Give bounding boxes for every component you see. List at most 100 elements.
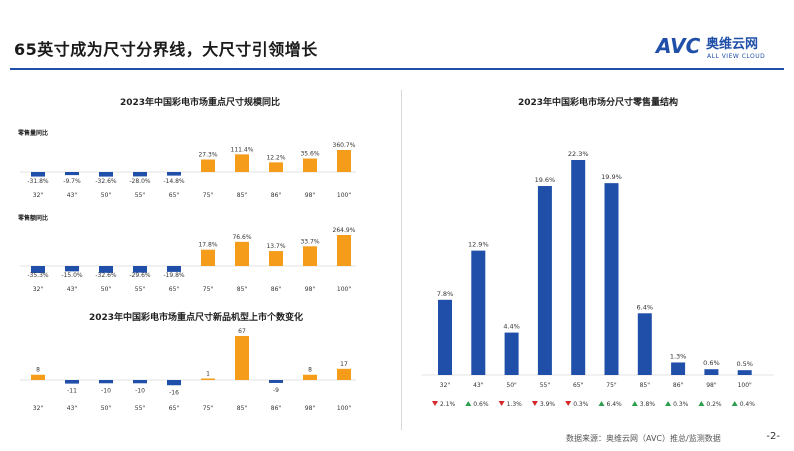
bar-value-label: 12.9%: [468, 241, 489, 249]
triangle-up-icon: [631, 401, 638, 406]
source-note: 数据来源：奥维云网（AVC）推总/监测数据: [566, 434, 721, 443]
structure-chart: 2023年中国彩电市场分尺寸零售量结构 7.8% 12.9% 4.4% 19.6% 22.…: [422, 96, 774, 408]
bar-value-label: 12.2%: [266, 154, 285, 161]
new-models-chart-title: 2023年中国彩电市场重点尺寸新品机型上市个数变化: [89, 311, 303, 323]
category-tick-label: 86": [271, 192, 282, 199]
change-label: 3.9%: [540, 401, 556, 408]
bar-value-label: 1: [206, 371, 210, 378]
change-label: 2.1%: [440, 401, 456, 408]
new-models-chart: 2023年中国彩电市场重点尺寸新品机型上市个数变化 8 -11 -10 -10 -16 1 6…: [20, 311, 356, 412]
bar-value-label: 8: [308, 367, 312, 374]
bar-value-label: -28.0%: [129, 178, 151, 185]
bar: [201, 159, 215, 172]
bar: [201, 378, 215, 380]
bar: [201, 249, 215, 266]
bar-value-label: 4.4%: [503, 323, 520, 331]
bar: [167, 266, 181, 272]
triangle-up-icon: [665, 401, 672, 406]
category-tick-label: 43": [67, 405, 78, 412]
bar-value-label: 0.6%: [703, 359, 720, 367]
change-label: 0.6%: [473, 401, 489, 408]
category-tick-label: 43": [473, 382, 484, 389]
bar: [133, 172, 147, 177]
bar-value-label: 67: [238, 328, 246, 335]
bar: [637, 313, 652, 375]
avc-logo-mark: AVC: [654, 34, 701, 58]
bar: [438, 299, 452, 375]
bar: [99, 266, 113, 273]
series-legend-label: 零售额同比: [17, 214, 48, 222]
bar-value-label: -10: [101, 387, 111, 394]
bar: [704, 369, 719, 375]
bar: [31, 172, 45, 177]
category-tick-label: 55": [540, 382, 551, 389]
triangle-up-icon: [598, 401, 605, 406]
category-tick-label: 75": [203, 405, 214, 412]
category-tick-label: 98": [305, 192, 316, 199]
triangle-up-icon: [731, 401, 738, 406]
bar-value-label: -32.6%: [95, 272, 117, 279]
bar: [133, 266, 147, 273]
bar-value-label: 6.4%: [637, 303, 654, 311]
bar-value-label: 1.3%: [670, 352, 687, 360]
bar: [337, 235, 351, 266]
bar-value-label: -11: [67, 388, 77, 395]
bar: [99, 380, 113, 384]
bar-value-label: 264.9%: [333, 227, 356, 234]
bar: [269, 380, 283, 383]
category-tick-label: 85": [237, 192, 248, 199]
bar-value-label: -29.6%: [129, 272, 151, 279]
triangle-up-icon: [465, 401, 472, 406]
category-tick-label: 50": [506, 382, 517, 389]
header-divider: [10, 68, 784, 70]
bar-value-label: 17.8%: [198, 242, 217, 249]
bar: [235, 241, 249, 266]
bar-value-label: -19.8%: [163, 272, 185, 279]
bar-value-label: -9.7%: [63, 178, 81, 185]
category-tick-label: 32": [33, 192, 44, 199]
bar-value-label: 33.7%: [300, 238, 319, 245]
bar: [65, 266, 79, 272]
category-tick-label: 98": [706, 382, 717, 389]
bar-value-label: -9: [273, 387, 279, 394]
bar: [737, 370, 752, 375]
bar-value-label: 13.7%: [266, 243, 285, 250]
bar-value-label: -31.8%: [27, 178, 49, 185]
category-tick-label: 32": [440, 382, 451, 389]
bar-value-label: -10: [135, 387, 145, 394]
bar: [31, 374, 45, 380]
logo-name: 奥维云网: [706, 36, 758, 52]
bar: [337, 150, 351, 172]
bar-value-label: 35.6%: [300, 151, 319, 158]
bar: [133, 380, 147, 384]
category-tick-label: 32": [33, 286, 44, 293]
bar: [99, 172, 113, 177]
category-tick-label: 65": [169, 286, 180, 293]
category-tick-label: 75": [203, 286, 214, 293]
change-label: 6.4%: [607, 401, 623, 408]
bar-value-label: 27.3%: [198, 152, 217, 159]
bar-value-label: 76.6%: [232, 234, 251, 241]
category-tick-label: 50": [101, 192, 112, 199]
logo-subtitle: ALL VIEW CLOUD: [707, 53, 765, 60]
category-tick-label: 98": [305, 286, 316, 293]
bar: [65, 172, 79, 176]
yoy-chart-title: 2023年中国彩电市场重点尺寸规模同比: [120, 96, 280, 108]
bar: [235, 154, 249, 172]
structure-chart-title: 2023年中国彩电市场分尺寸零售量结构: [518, 96, 678, 108]
category-tick-label: 85": [237, 405, 248, 412]
category-tick-label: 43": [67, 192, 78, 199]
series-legend-label: 零售量同比: [17, 129, 48, 137]
column-divider: [401, 90, 402, 430]
change-label: 0.2%: [706, 401, 722, 408]
triangle-down-icon: [531, 401, 538, 406]
category-tick-label: 65": [169, 405, 180, 412]
category-tick-label: 98": [305, 405, 316, 412]
change-label: 0.3%: [573, 401, 589, 408]
bar: [671, 362, 686, 375]
category-tick-label: 100": [738, 382, 752, 389]
bar: [303, 374, 317, 380]
bar-value-label: 19.9%: [601, 173, 622, 181]
bar-value-label: -14.8%: [163, 178, 185, 185]
category-tick-label: 86": [271, 286, 282, 293]
